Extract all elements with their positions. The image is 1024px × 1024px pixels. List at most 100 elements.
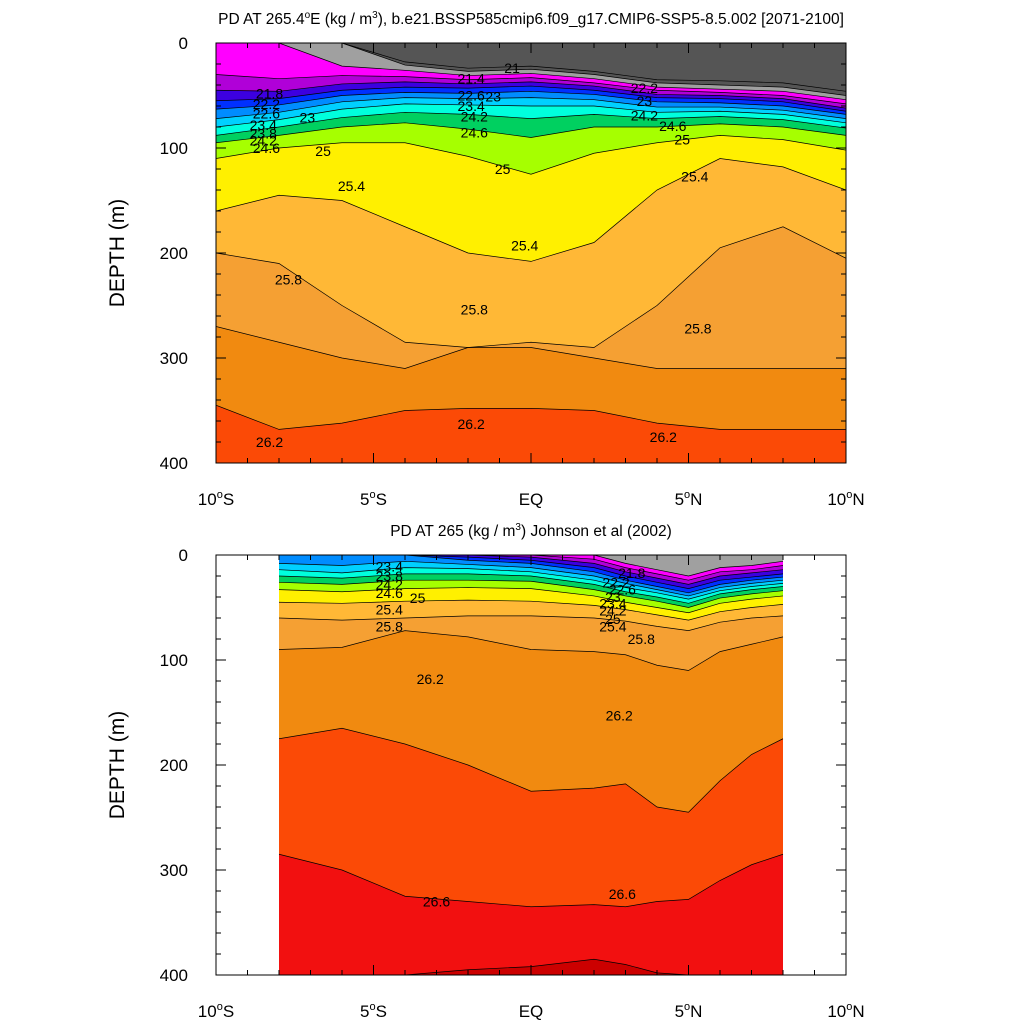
contour-label: 23.4 [599, 595, 626, 611]
isopycnal-fill-26-6 [216, 405, 846, 463]
isopycnal-line-22-6 [216, 85, 846, 112]
contour-label: 21.8 [256, 85, 283, 101]
isopycnal-line-23-4 [216, 97, 846, 119]
contour-label: 22.2 [631, 80, 658, 96]
isopycnal-line-21-4 [279, 555, 784, 577]
contour-label: 25.4 [376, 602, 403, 618]
isopycnal-line-26-6 [216, 404, 846, 430]
isopycnal-line-23 [216, 90, 846, 115]
y-axis-title: DEPTH (m) [106, 199, 129, 308]
contour-label: 22.2 [253, 96, 280, 112]
y-tick-label: 0 [179, 546, 188, 565]
isopycnal-line-25-8 [278, 615, 784, 631]
isopycnal-line-25-4 [278, 599, 784, 621]
isopycnal-line-23-8 [216, 103, 846, 128]
y-tick-label: 100 [160, 139, 188, 158]
x-tick-label: EQ [519, 490, 544, 509]
isopycnal-line-26-2 [278, 630, 784, 671]
contour-label: 23 [300, 110, 316, 126]
isopycnal-line-26-6 [278, 727, 784, 813]
x-tick-label: 5oN [675, 1001, 703, 1021]
y-tick-label: 400 [160, 454, 188, 473]
contour-label: 25 [315, 143, 331, 159]
isopycnal-line-22-6 [279, 555, 784, 589]
isopycnal-line-21-8 [216, 74, 846, 105]
isopycnal-line-24-6 [278, 579, 784, 608]
contour-label: 24.2 [250, 133, 277, 149]
contour-label: 25.8 [461, 302, 488, 318]
y-tick-label: 200 [160, 244, 188, 263]
contour-label: 25.8 [684, 321, 711, 337]
isopycnal-line-25-4 [216, 158, 846, 262]
contour-label: 24.6 [376, 585, 403, 601]
isopycnal-line-23-8 [278, 567, 784, 600]
contour-label: 24.2 [599, 603, 626, 619]
isopycnal-line-21-4 [216, 43, 846, 101]
lower-observation-panel: 23.423.824.224.6 2525.425.826.221.822.222… [106, 522, 865, 1021]
contour-label: 24.2 [461, 109, 488, 125]
contour-label: 22.6 [609, 582, 636, 598]
contour-label: 23.8 [376, 568, 403, 584]
contour-label: 23.4 [376, 559, 403, 575]
y-tick-label: 100 [160, 651, 188, 670]
x-tick-label: 5oN [675, 489, 703, 509]
chart-title: PD AT 265.4oE (kg / m3), b.e21.BSSP585cm… [218, 10, 844, 28]
contour-label: 26.2 [256, 434, 283, 450]
contour-label: 22.6 [458, 88, 485, 104]
isopycnal-fill-26-8 [279, 854, 783, 975]
contour-label: 24.2 [631, 107, 658, 123]
isopycnal-line-25 [278, 587, 784, 614]
contour-label: 25 [674, 132, 690, 148]
isopycnal-line-23-4 [278, 560, 784, 597]
contour-label: 25 [605, 611, 621, 627]
y-axis-title: DEPTH (m) [106, 711, 129, 820]
isopycnal-line-25 [216, 135, 846, 175]
contour-label: 25.8 [275, 271, 302, 287]
x-tick-label: EQ [519, 1002, 544, 1021]
isopycnal-line-21 [216, 43, 846, 96]
y-tick-label: 0 [179, 34, 188, 53]
isopycnal-line-24-6 [216, 122, 846, 144]
contour-label: 24.6 [253, 140, 280, 156]
contour-label: 25 [495, 161, 511, 177]
isopycnal-line-22-2 [216, 81, 846, 109]
isopycnal-line-24-2 [216, 111, 846, 136]
isopycnal-line-26-2 [216, 326, 846, 369]
isopycnal-line-27 [279, 958, 783, 975]
contour-label: 25.4 [599, 618, 626, 634]
contour-label: 21 [504, 60, 520, 76]
isopycnal-line-21-8 [279, 555, 784, 581]
x-tick-label: 10oN [827, 1001, 864, 1021]
y-tick-label: 200 [160, 756, 188, 775]
contour-label: 25.4 [681, 168, 708, 184]
contour-label: 25.8 [628, 631, 655, 647]
contour-label: 26.2 [458, 416, 485, 432]
contour-label: 23 [605, 589, 621, 605]
isopycnal-line-20-6 [216, 43, 846, 92]
contour-label: 23.4 [458, 98, 485, 114]
contour-label: 26.2 [417, 671, 444, 687]
isopycnal-line-24-2 [278, 573, 784, 604]
contour-label: 26.2 [650, 429, 677, 445]
contour-label: 23.8 [250, 125, 277, 141]
contour-label: 26.2 [606, 708, 633, 724]
contour-label: 24.6 [461, 124, 488, 140]
chart-title: PD AT 265 (kg / m3) Johnson et al (2002) [390, 522, 672, 540]
isopycnal-line-25-8 [216, 226, 846, 348]
isopycnal-line-26-8 [278, 853, 784, 908]
contour-field: 23.423.824.224.6 2525.425.826.221.822.222… [278, 555, 784, 975]
contour-label: 24.6 [659, 118, 686, 134]
contour-label: 21.4 [458, 71, 485, 87]
contour-label: 26.6 [609, 886, 636, 902]
contour-label: 23 [485, 89, 501, 105]
x-tick-label: 10oN [827, 489, 864, 509]
contour-label: 25 [410, 590, 426, 606]
isopycnal-line-22-2 [279, 555, 784, 585]
y-tick-label: 300 [160, 349, 188, 368]
contour-label: 21.8 [618, 565, 645, 581]
x-tick-label: 10oS [198, 1001, 234, 1021]
x-tick-label: 5oS [360, 489, 387, 509]
contour-label: 26.6 [423, 894, 450, 910]
